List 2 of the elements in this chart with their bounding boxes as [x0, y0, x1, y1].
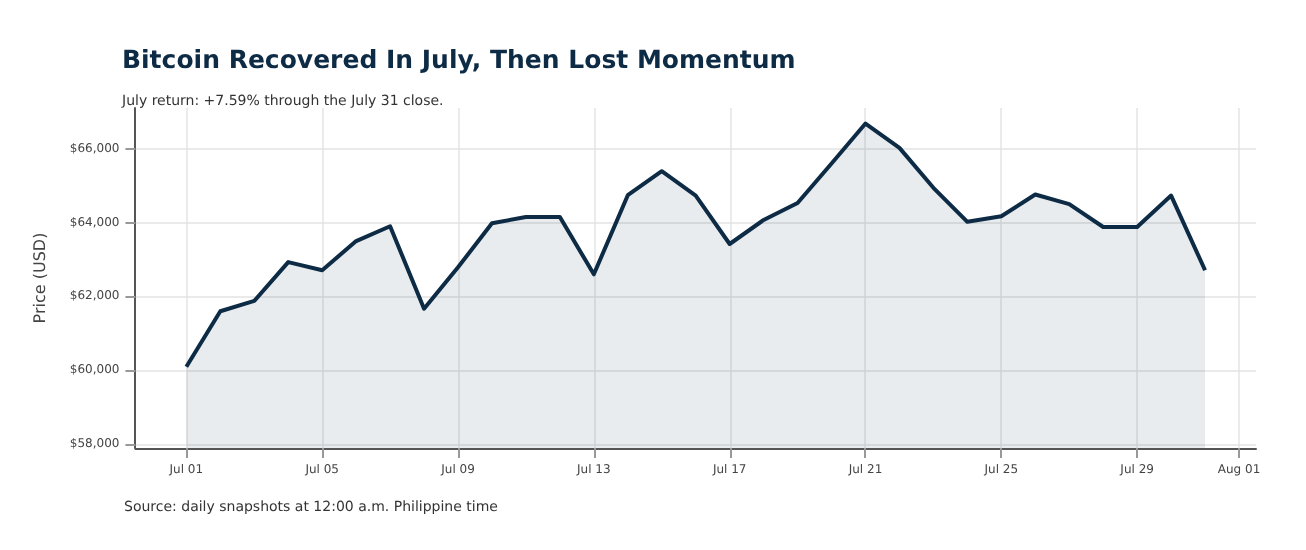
y-axis-title: Price (USD)	[31, 232, 49, 324]
chart-title: Bitcoin Recovered In July, Then Lost Momentum	[122, 44, 796, 74]
